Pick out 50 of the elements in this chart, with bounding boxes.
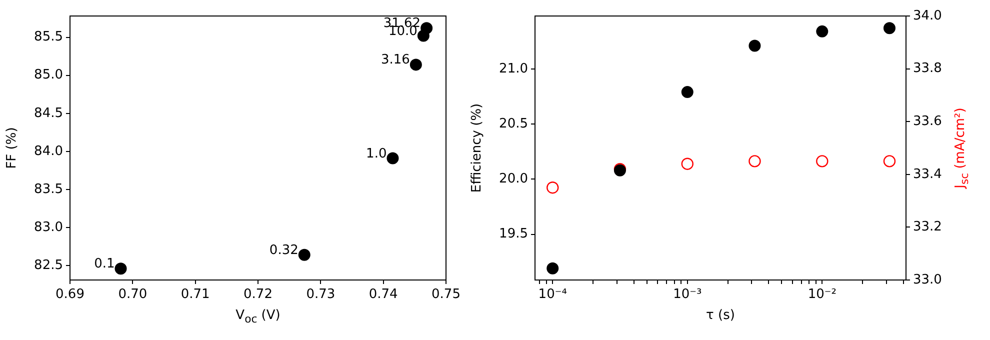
x-tick-label: 10⁻⁴ xyxy=(538,287,567,302)
y-tick-label: 83.0 xyxy=(34,220,63,235)
x-tick-label: 10⁻² xyxy=(808,287,836,302)
x-tick-label: 0.73 xyxy=(306,287,336,302)
y-tick-label: 85.5 xyxy=(34,30,63,45)
point xyxy=(386,152,399,164)
y2-tick-label: 33.8 xyxy=(913,61,942,76)
y2-tick-label: 33.6 xyxy=(913,114,942,129)
point xyxy=(546,182,559,194)
annotation: 0.32 xyxy=(269,242,298,258)
annotation: 1.0 xyxy=(366,146,387,162)
y-tick-label: 82.5 xyxy=(34,258,63,273)
y-tick-label: 83.5 xyxy=(34,182,63,197)
x-tick-label: 10⁻³ xyxy=(673,287,702,302)
y-tick-label: 84.5 xyxy=(34,106,63,121)
point xyxy=(420,22,433,34)
x-tick-label: 0.69 xyxy=(56,287,84,302)
x-tick-label: 0.74 xyxy=(368,287,398,302)
point xyxy=(748,155,761,168)
point xyxy=(883,22,896,34)
x-axis-title: V$_{oc}$ (V) xyxy=(236,308,280,326)
x-tick-label: 0.70 xyxy=(118,287,148,302)
point xyxy=(681,158,694,170)
point xyxy=(883,155,896,168)
y-tick-label: 20.5 xyxy=(499,116,528,132)
point xyxy=(298,248,310,261)
y-axis-title: Efficiency (%) xyxy=(470,103,484,193)
y2-tick-label: 33.0 xyxy=(913,272,942,288)
point xyxy=(114,262,127,275)
point xyxy=(816,25,828,38)
y-tick-label: 85.0 xyxy=(34,68,63,83)
point xyxy=(748,40,761,52)
point xyxy=(410,58,422,71)
y2-tick-label: 33.2 xyxy=(913,220,942,235)
x-tick-label: 0.71 xyxy=(180,287,210,302)
point xyxy=(816,155,828,168)
annotation: 0.1 xyxy=(94,256,115,272)
y-tick-label: 84.0 xyxy=(34,144,63,159)
y-tick-label: 20.0 xyxy=(499,172,528,187)
annotation: 3.16 xyxy=(380,52,410,68)
point xyxy=(681,86,694,98)
y-axis-title: FF (%) xyxy=(4,127,20,169)
y-tick-label: 19.5 xyxy=(499,226,528,242)
x-tick-label: 0.75 xyxy=(432,287,460,302)
point xyxy=(546,262,559,274)
x-tick-label: 0.72 xyxy=(244,287,272,302)
x-axis-title: τ (s) xyxy=(706,308,735,323)
y-tick-label: 21.0 xyxy=(499,61,528,76)
y2-tick-label: 33.4 xyxy=(913,166,942,182)
y2-tick-label: 34.0 xyxy=(913,8,942,24)
